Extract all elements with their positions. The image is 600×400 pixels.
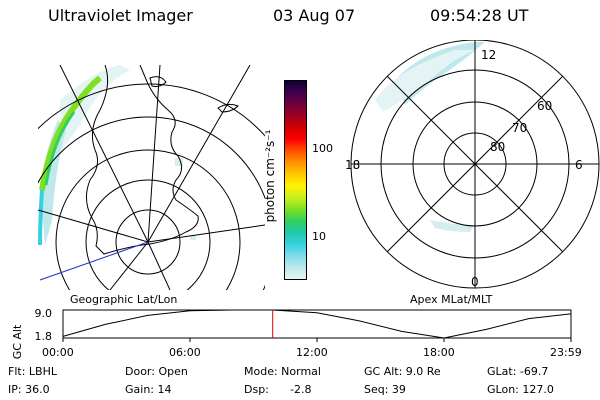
colorbar-tick-100: 100	[312, 142, 333, 155]
diffuse-emission-region	[40, 120, 66, 245]
filter-status: Flt: LBHL	[8, 365, 57, 378]
mlt-label-12: 12	[481, 48, 496, 62]
mlat-label-60: 60	[537, 99, 552, 113]
door-status: Door: Open	[125, 365, 188, 378]
colorbar-gradient	[285, 81, 306, 279]
ip-status: IP: 36.0	[8, 383, 50, 396]
geographic-panel-label: Geographic Lat/Lon	[70, 293, 178, 306]
mlt-label-6: 6	[575, 158, 583, 172]
coastline	[86, 65, 199, 255]
colorbar-unit-label: photon cm⁻²s⁻¹	[263, 129, 277, 223]
geographic-image-panel	[38, 65, 265, 290]
emission-speck	[190, 235, 196, 240]
altitude-tick-9: 9.0	[35, 307, 53, 320]
emission-speck	[175, 158, 183, 166]
mlat-label-70: 70	[512, 121, 527, 135]
glat-status: GLat: -69.7	[487, 365, 549, 378]
altitude-plot: GC Alt 9.0 1.8	[11, 307, 572, 359]
gc-alt-status: GC Alt: 9.0 Re	[364, 365, 441, 378]
terminator-line	[39, 241, 149, 281]
dsp-status-value: -2.8	[290, 383, 312, 396]
magnetic-panel-label: Apex MLat/MLT	[410, 293, 493, 306]
emission-speck	[430, 220, 475, 232]
mlat-label-80: 80	[490, 140, 505, 154]
diffuse-emission-region	[60, 65, 130, 150]
seq-status: Seq: 39	[364, 383, 406, 396]
time-tick-2359: 23:59	[550, 346, 582, 359]
auroral-arc-core	[44, 111, 76, 186]
island-outline	[149, 76, 167, 87]
mode-status: Mode: Normal	[244, 365, 321, 378]
dsp-status-label: Dsp:	[244, 383, 269, 396]
longitude-grid	[38, 65, 265, 290]
island-outline	[217, 103, 239, 113]
auroral-arc-tail	[38, 189, 44, 246]
time-tick-0000: 00:00	[42, 346, 74, 359]
auroral-arc	[39, 75, 102, 191]
time-tick-0600: 06:00	[169, 346, 201, 359]
mlt-grid	[351, 40, 599, 288]
instrument-title: Ultraviolet Imager	[48, 6, 193, 25]
time-tick-1800: 18:00	[423, 346, 455, 359]
colorbar	[284, 80, 307, 280]
mlt-label-18: 18	[345, 158, 360, 172]
altitude-axis-title: GC Alt	[11, 324, 24, 359]
diffuse-emission-region	[375, 50, 475, 112]
altitude-plot-frame	[62, 309, 572, 339]
glon-status: GLon: 127.0	[487, 383, 554, 396]
date-label: 03 Aug 07	[273, 6, 356, 25]
magnetic-image-panel: 12 18 6 0 60 70 80	[345, 40, 600, 289]
time-tick-1200: 12:00	[296, 346, 328, 359]
mlt-label-0: 0	[471, 275, 479, 289]
altitude-tick-1-8: 1.8	[35, 330, 53, 343]
time-label: 09:54:28 UT	[430, 6, 529, 25]
colorbar-tick-10: 10	[312, 230, 326, 243]
gain-status: Gain: 14	[125, 383, 172, 396]
altitude-series-line	[62, 309, 571, 339]
